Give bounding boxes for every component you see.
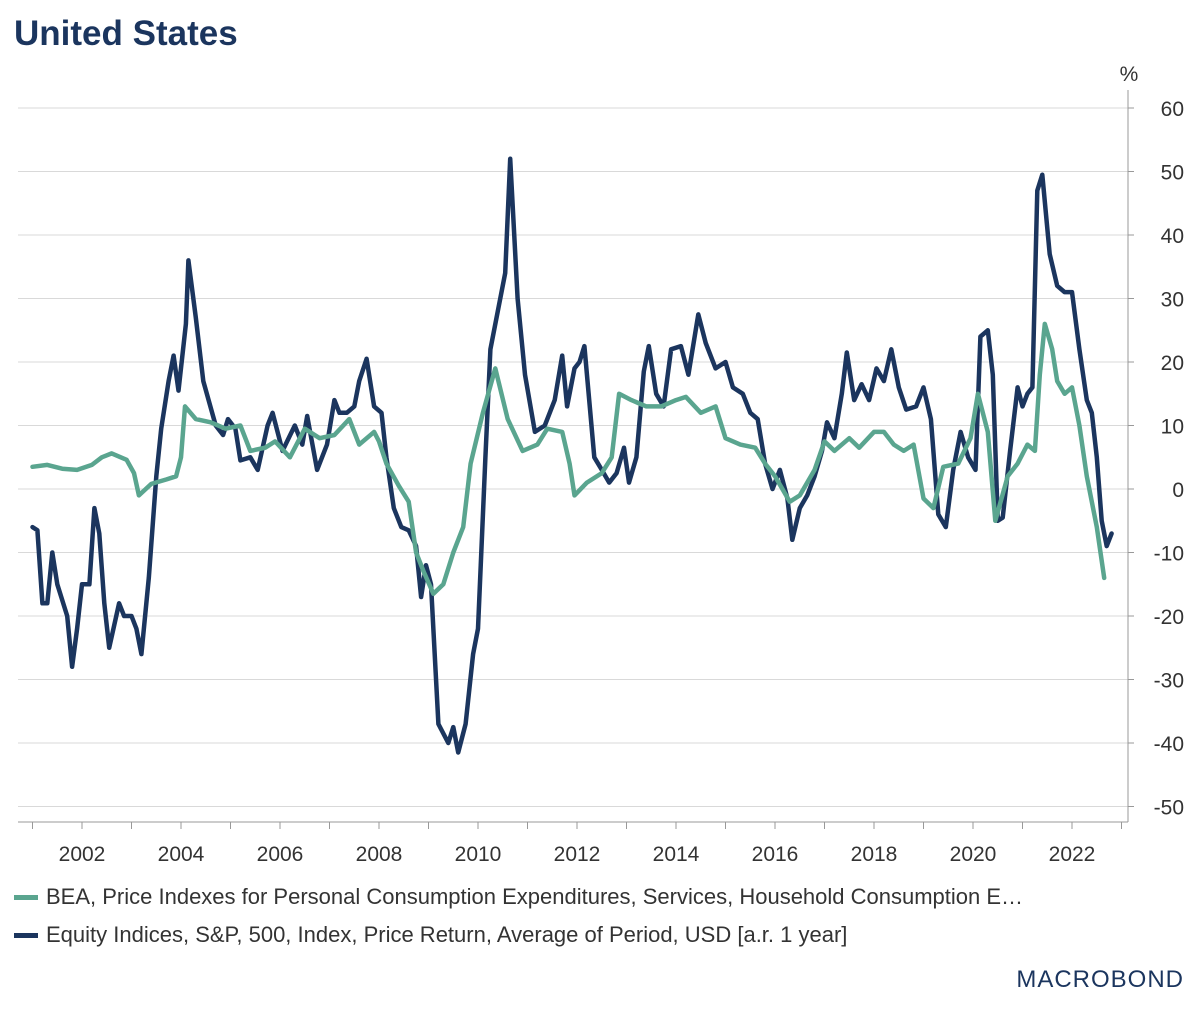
brand-logo: MACROBOND [1016, 966, 1184, 993]
x-tick-label: 2010 [455, 843, 502, 866]
y-axis-unit: % [1120, 63, 1139, 86]
x-tick-label: 2014 [653, 843, 700, 866]
y-tick-label: 0 [1172, 479, 1184, 502]
y-tick-label: -10 [1154, 543, 1184, 566]
legend-entry-sp500: Equity Indices, S&P, 500, Index, Price R… [14, 922, 1189, 948]
y-tick-label: 60 [1161, 98, 1184, 121]
x-tick-label: 2002 [59, 843, 106, 866]
chart-title: United States [14, 14, 238, 53]
x-tick-label: 2020 [950, 843, 997, 866]
x-tick-label: 2018 [851, 843, 898, 866]
legend-entry-pce-services: BEA, Price Indexes for Personal Consumpt… [14, 884, 1189, 910]
y-tick-label: -40 [1154, 733, 1184, 756]
y-tick-label: -30 [1154, 670, 1184, 693]
y-tick-label: -20 [1154, 606, 1184, 629]
x-tick-label: 2012 [554, 843, 601, 866]
series-layer [30, 156, 1114, 755]
y-tick-label: 10 [1161, 416, 1184, 439]
y-tick-label: -50 [1154, 797, 1184, 820]
legend-swatch [14, 894, 38, 900]
y-tick-label: 40 [1161, 225, 1184, 248]
legend-label: Equity Indices, S&P, 500, Index, Price R… [46, 922, 848, 947]
y-tick-label: 30 [1161, 289, 1184, 312]
x-tick-label: 2022 [1049, 843, 1096, 866]
series-line-pce-services [30, 321, 1107, 597]
x-tick-label: 2008 [356, 843, 403, 866]
legend-swatch [14, 932, 38, 938]
series-line-sp500 [30, 156, 1114, 755]
gridlines [18, 107, 1128, 807]
x-tick-label: 2006 [257, 843, 304, 866]
y-tick-label: 50 [1161, 162, 1184, 185]
x-tick-label: 2004 [158, 843, 205, 866]
legend-label: BEA, Price Indexes for Personal Consumpt… [46, 884, 1024, 909]
x-tick-label: 2016 [752, 843, 799, 866]
y-tick-label: 20 [1161, 352, 1184, 375]
